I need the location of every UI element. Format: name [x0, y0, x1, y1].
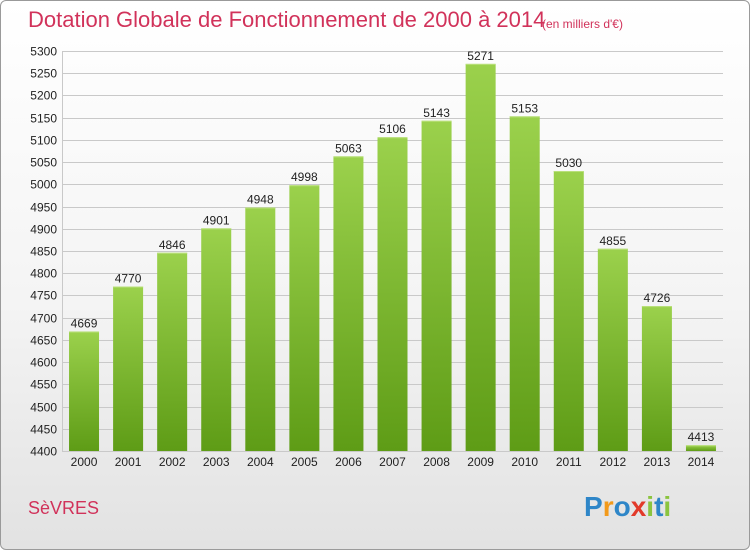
x-tick-label: 2006: [335, 455, 362, 469]
y-tick-label: 5200: [30, 89, 57, 103]
bar-2005: [289, 185, 320, 451]
x-tick-label: 2013: [644, 455, 671, 469]
y-tick-label: 4950: [30, 201, 57, 215]
bar-2001: [113, 286, 144, 451]
data-label: 5030: [555, 156, 582, 170]
data-label: 4998: [291, 170, 318, 184]
bar-2007: [377, 137, 408, 451]
y-tick-label: 5250: [30, 67, 57, 81]
logo-letter: i: [663, 491, 672, 522]
bar-2010: [509, 116, 540, 451]
x-tick-label: 2005: [291, 455, 318, 469]
bar-2003: [201, 228, 232, 451]
x-tick-label: 2002: [159, 455, 186, 469]
y-tick-label: 5000: [30, 178, 57, 192]
x-axis-ticks: 2000 2001 2002 2003 2004 2005 2006 2007 2008 2009…: [71, 455, 715, 469]
data-label: 4726: [644, 291, 671, 305]
logo-letter: r: [602, 491, 614, 522]
data-label: 4770: [115, 272, 142, 286]
data-label: 4413: [688, 430, 715, 444]
data-label: 5271: [467, 49, 494, 63]
y-tick-label: 4500: [30, 401, 57, 415]
y-tick-label: 4650: [30, 334, 57, 348]
data-label: 4846: [159, 238, 186, 252]
y-tick-label: 4850: [30, 245, 57, 259]
bar-2014: [685, 445, 716, 451]
x-tick-label: 2007: [379, 455, 406, 469]
bar-2009: [465, 63, 496, 452]
logo-letter: x: [630, 491, 647, 522]
x-tick-label: 2000: [71, 455, 98, 469]
bar-2002: [157, 252, 188, 451]
bar-2004: [245, 207, 276, 451]
city-name: SèVRES: [28, 498, 100, 518]
y-tick-label: 4800: [30, 267, 57, 281]
y-tick-label: 4450: [30, 423, 57, 437]
bar-2013: [641, 306, 672, 451]
x-tick-label: 2008: [423, 455, 450, 469]
x-tick-label: 2003: [203, 455, 230, 469]
x-tick-label: 2009: [467, 455, 494, 469]
x-tick-label: 2011: [556, 455, 582, 469]
x-tick-label: 2001: [115, 455, 142, 469]
y-tick-label: 4750: [30, 289, 57, 303]
y-tick-label: 5300: [30, 45, 57, 59]
x-tick-label: 2014: [688, 455, 715, 469]
data-label: 5106: [379, 122, 406, 136]
y-tick-label: 4900: [30, 223, 57, 237]
chart-subtitle: (en milliers d'€): [542, 17, 623, 31]
y-axis-ticks: 4400 4450 4500 4550 4600 4650 4700 4750 4800 4850…: [30, 45, 57, 459]
y-tick-label: 5050: [30, 156, 57, 170]
data-label: 4855: [599, 234, 626, 248]
x-tick-label: 2004: [247, 455, 274, 469]
bar-2006: [333, 156, 364, 452]
bar-2008: [421, 120, 452, 452]
logo-letter: t: [654, 491, 664, 522]
bars: [69, 63, 716, 452]
data-label: 5153: [511, 101, 538, 115]
logo-letter: o: [613, 491, 631, 522]
y-tick-label: 4600: [30, 356, 57, 370]
chart-title: Dotation Globale de Fonctionnement de 20…: [28, 7, 546, 32]
y-tick-label: 4400: [30, 445, 57, 459]
y-tick-label: 4700: [30, 312, 57, 326]
bar-2012: [597, 248, 628, 451]
logo-letter: P: [584, 491, 603, 522]
bar-2000: [69, 331, 100, 451]
data-label: 4901: [203, 213, 230, 227]
x-tick-label: 2010: [511, 455, 538, 469]
x-tick-label: 2012: [599, 455, 626, 469]
data-labels: 4669 4770 4846 4901 4948 4998 5063 5106 5143 5271…: [71, 49, 715, 444]
data-label: 4669: [71, 316, 98, 330]
logo-letter: i: [646, 491, 655, 522]
y-tick-label: 5150: [30, 112, 57, 126]
bar-2011: [553, 171, 584, 451]
y-tick-label: 4550: [30, 378, 57, 392]
y-tick-label: 5100: [30, 134, 57, 148]
proxiti-logo: Proxiti: [584, 491, 671, 523]
data-label: 5063: [335, 141, 362, 155]
data-label: 5143: [423, 106, 450, 120]
data-label: 4948: [247, 192, 274, 206]
